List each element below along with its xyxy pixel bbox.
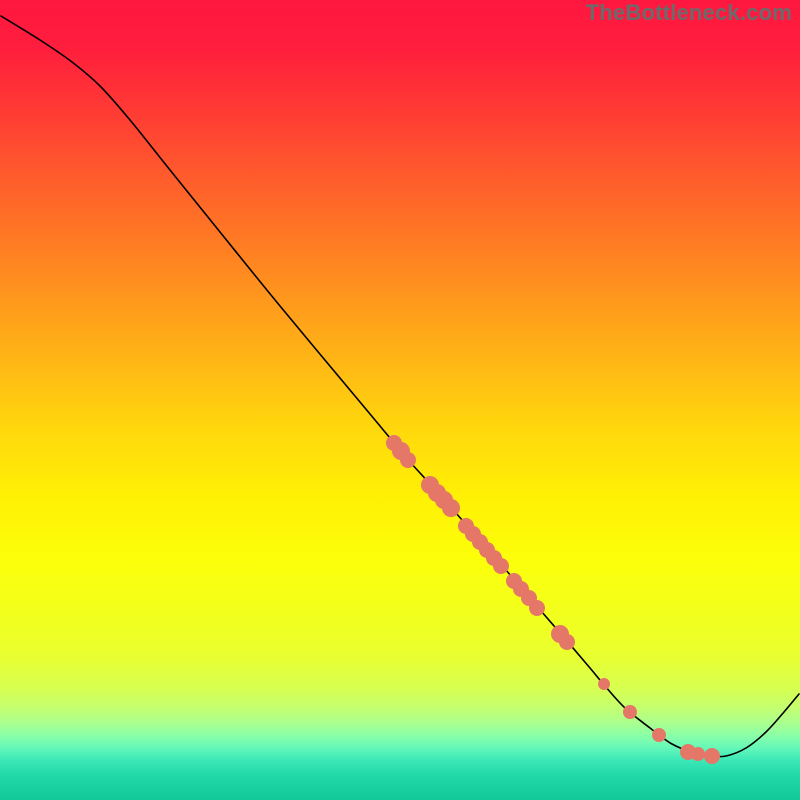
bottleneck-curve bbox=[1, 16, 799, 757]
curve-marker bbox=[598, 678, 610, 690]
marker-group bbox=[386, 435, 720, 764]
curve-marker bbox=[652, 728, 666, 742]
curve-marker bbox=[442, 499, 460, 517]
curve-marker bbox=[493, 558, 509, 574]
curve-marker bbox=[400, 452, 416, 468]
curve-marker bbox=[704, 748, 720, 764]
plot-layer bbox=[0, 0, 800, 800]
watermark-text: TheBottleneck.com bbox=[586, 0, 792, 26]
curve-marker bbox=[691, 747, 705, 761]
curve-marker bbox=[623, 705, 637, 719]
curve-marker bbox=[529, 600, 545, 616]
curve-marker bbox=[559, 634, 575, 650]
chart-root: TheBottleneck.com bbox=[0, 0, 800, 800]
